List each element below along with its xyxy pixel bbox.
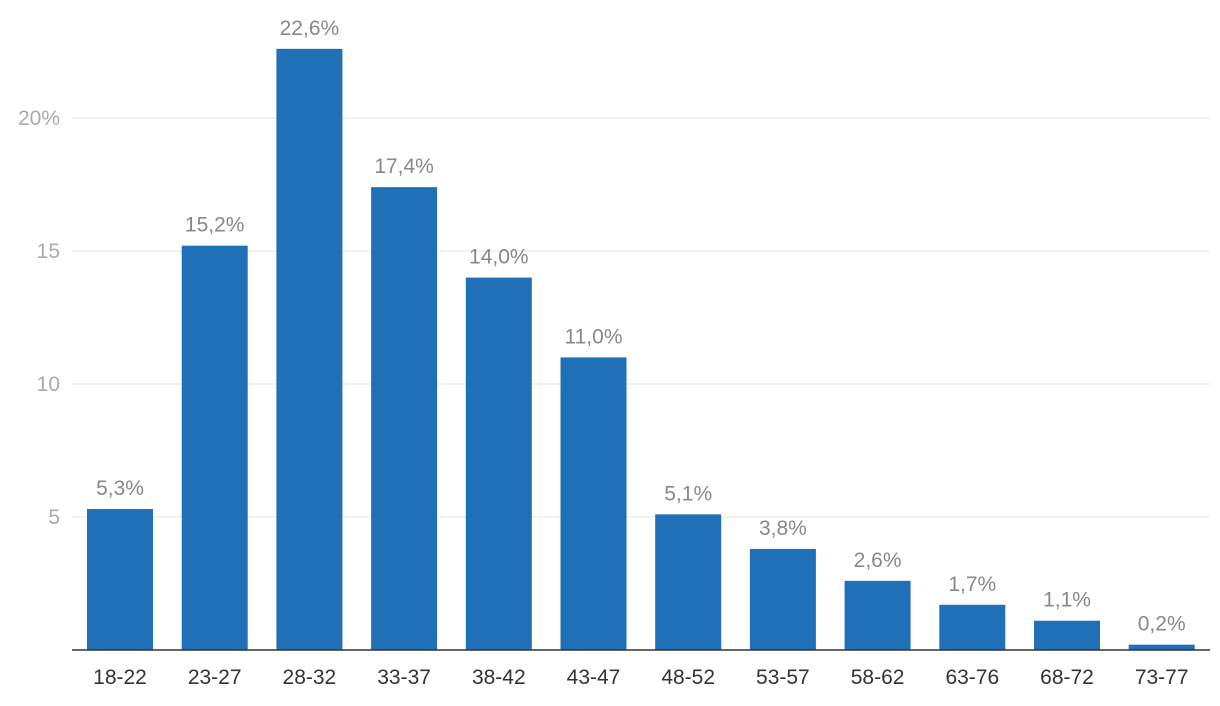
bar xyxy=(939,604,1006,650)
bar xyxy=(655,514,722,650)
x-tick-label: 38-42 xyxy=(472,666,526,689)
data-label: 22,6% xyxy=(280,17,340,40)
data-label: 1,7% xyxy=(948,573,996,596)
x-tick-label: 63-76 xyxy=(945,666,999,689)
bar xyxy=(844,580,911,650)
x-tick-label: 68-72 xyxy=(1040,666,1094,689)
bar xyxy=(749,548,816,650)
gridlines xyxy=(72,117,1210,518)
data-label: 5,1% xyxy=(664,482,712,505)
x-tick-label: 28-32 xyxy=(283,666,337,689)
x-tick-label: 33-37 xyxy=(377,666,431,689)
bar xyxy=(1128,644,1195,650)
data-label: 3,8% xyxy=(759,517,807,540)
x-tick-label: 18-22 xyxy=(93,666,147,689)
y-tick-label: 5 xyxy=(48,506,60,529)
data-label: 5,3% xyxy=(96,477,144,500)
data-label: 14,0% xyxy=(469,246,529,269)
x-tick-label: 48-52 xyxy=(661,666,715,689)
bar xyxy=(560,357,627,650)
data-label: 11,0% xyxy=(565,325,623,348)
data-label: 15,2% xyxy=(185,214,245,237)
bar xyxy=(87,509,153,650)
x-tick-label: 73-77 xyxy=(1135,666,1189,689)
bar xyxy=(181,245,248,650)
x-tick-label: 43-47 xyxy=(567,666,621,689)
y-tick-label: 15 xyxy=(37,240,60,263)
data-label: 1,1% xyxy=(1043,589,1091,612)
x-tick-label: 53-57 xyxy=(756,666,810,689)
y-tick-label: 20% xyxy=(18,107,60,130)
bar xyxy=(1034,620,1100,650)
y-tick-label: 10 xyxy=(37,373,60,396)
bar xyxy=(276,48,343,650)
bar xyxy=(371,187,438,650)
bars xyxy=(87,48,1195,650)
data-label: 0,2% xyxy=(1138,613,1186,636)
bar xyxy=(465,277,532,650)
data-labels: 5,3% 15,2% 22,6% 17,4% 14,0% 11,0% 5,1% 3,8% 2,6… xyxy=(96,17,1186,636)
x-tick-label: 23-27 xyxy=(188,666,242,689)
x-tick-label: 58-62 xyxy=(851,666,905,689)
x-axis: 18-22 23-27 28-32 33-37 38-42 43-47 48-52 53-57… xyxy=(72,649,1210,689)
data-label: 17,4% xyxy=(374,155,434,178)
data-label: 2,6% xyxy=(854,549,902,572)
y-axis: 5 10 15 20% xyxy=(18,107,60,529)
